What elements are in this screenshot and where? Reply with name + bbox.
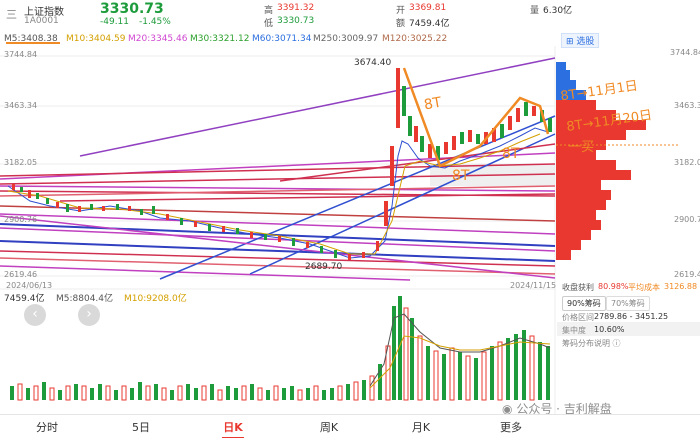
amount-value: 7459.4亿	[409, 19, 450, 29]
axis-bottom: 2619.46	[4, 270, 38, 279]
select-stock-icon: ⊞	[566, 37, 574, 47]
chart-area[interactable]	[0, 46, 700, 414]
volume-value: 6.30亿	[543, 6, 573, 16]
low-label: 低	[264, 19, 274, 29]
r-axis-p1: 3463.34	[674, 101, 700, 110]
cost-label: 平均成本	[628, 283, 660, 292]
high-label: 高	[264, 6, 274, 16]
index-code: 1A0001	[24, 16, 59, 26]
vol-m10: M10:9208.0亿	[124, 294, 187, 304]
range-label: 价格区间	[562, 313, 594, 322]
tab-daily[interactable]: 日K	[220, 419, 246, 438]
date-end: 2024/11/15	[510, 281, 557, 290]
vol-m5: M5:8804.4亿	[56, 294, 114, 304]
ma5: M5:3408.38	[4, 34, 58, 44]
r-axis-top: 3744.84	[670, 48, 700, 57]
ma10: M10:3404.59	[66, 34, 126, 44]
current-price: 3330.73	[100, 1, 164, 17]
price-change: -49.11	[100, 17, 130, 27]
menu-icon[interactable]: 三	[6, 8, 17, 21]
ma20: M20:3345.46	[128, 34, 188, 44]
ma120: M120:3025.22	[382, 34, 448, 44]
amount-label: 额	[396, 19, 406, 29]
watermark-text: 公众号 · 吉利解盘	[516, 402, 612, 416]
prev-arrow-icon[interactable]: ‹	[24, 304, 46, 326]
open-value: 3369.81	[409, 3, 447, 13]
r-axis-p3: 2900.76	[674, 215, 700, 224]
period-tabs: 分时 5日 日K 周K 月K 更多	[0, 414, 700, 438]
trough-label: 2689.70	[305, 262, 343, 272]
chip-help-link[interactable]: 筹码分布说明 ⓘ	[562, 338, 621, 349]
date-start: 2024/06/13	[6, 281, 53, 290]
wechat-icon: ◉	[502, 402, 513, 416]
select-stock-button[interactable]: ⊞ 选股	[561, 33, 600, 48]
axis-p3: 2900.76	[4, 215, 38, 224]
trend-lines	[0, 57, 556, 281]
chip-help-label: 筹码分布说明	[562, 339, 610, 348]
tab-intraday[interactable]: 分时	[36, 421, 58, 434]
high-value: 3391.32	[277, 3, 315, 13]
ma60: M60:3071.34	[252, 34, 312, 44]
vol-ma10	[369, 335, 551, 389]
axis-p2: 3182.05	[4, 158, 38, 167]
watermark: ◉ 公众号 · 吉利解盘	[502, 400, 612, 417]
volume-bars	[10, 296, 550, 401]
vol-value: 7459.4亿	[4, 294, 45, 304]
peak-label: 3674.40	[354, 58, 392, 68]
chip-tabs-bg	[557, 322, 700, 336]
tab-weekly[interactable]: 周K	[319, 421, 339, 434]
hand-zigzag	[402, 67, 550, 168]
profit-label: 收盘获利	[562, 283, 594, 292]
volume-label: 量	[530, 6, 540, 16]
price-change-pct: -1.45%	[139, 17, 171, 27]
hand-note-2: 8T	[452, 168, 470, 184]
cost-value: 3126.88	[664, 282, 698, 291]
vol-ma5	[369, 313, 551, 387]
index-name: 上证指数	[24, 7, 64, 18]
conc-value: 10.60%	[594, 325, 625, 334]
axis-top: 3744.84	[4, 50, 38, 59]
help-icon: ⓘ	[612, 339, 621, 348]
r-axis-p2: 3182.05	[674, 158, 700, 167]
hand-note-3: 8T	[502, 146, 520, 162]
chip-tab-70[interactable]: 70%筹码	[606, 296, 650, 311]
chip-tab-90[interactable]: 90%筹码	[562, 296, 606, 311]
hand-note-1: 8T	[422, 94, 443, 114]
hand-note-6: 一买	[568, 140, 595, 155]
open-label: 开	[396, 6, 406, 16]
r-axis-bottom: 2619.46	[674, 270, 700, 279]
ma250: M250:3009.97	[313, 34, 379, 44]
hand-underline	[6, 42, 60, 44]
tab-more[interactable]: 更多	[500, 421, 522, 434]
ma30: M30:3321.12	[190, 34, 250, 44]
tab-5day[interactable]: 5日	[132, 421, 150, 434]
axis-p1: 3463.34	[4, 101, 38, 110]
select-stock-label: 选股	[576, 37, 595, 47]
next-arrow-icon[interactable]: ›	[78, 304, 100, 326]
conc-label: 集中度	[562, 326, 586, 335]
profit-value: 80.98%	[598, 282, 629, 291]
range-value: 2789.86 - 3451.25	[594, 312, 669, 321]
low-value: 3330.73	[277, 16, 315, 26]
tab-monthly[interactable]: 月K	[411, 421, 431, 434]
